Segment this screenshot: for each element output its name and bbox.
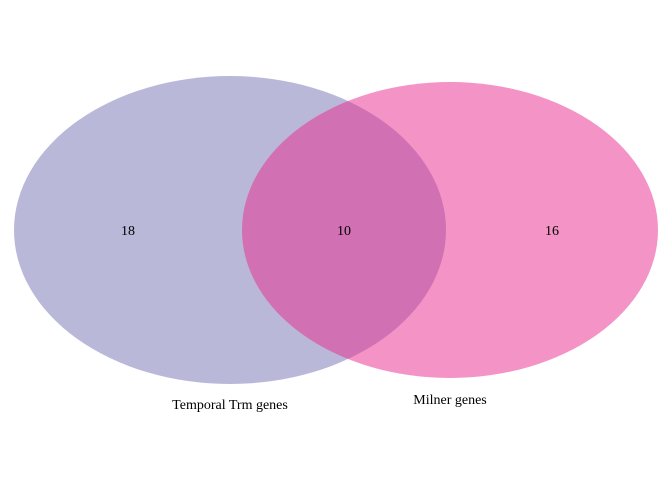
set-temporal-trm-only-count: 18 xyxy=(121,224,135,239)
set-milner-label: Milner genes xyxy=(413,393,486,408)
set-temporal-trm-label: Temporal Trm genes xyxy=(172,398,288,413)
intersection-region xyxy=(242,82,446,378)
set-milner-only-count: 16 xyxy=(545,224,559,239)
intersection-count: 10 xyxy=(337,224,351,239)
